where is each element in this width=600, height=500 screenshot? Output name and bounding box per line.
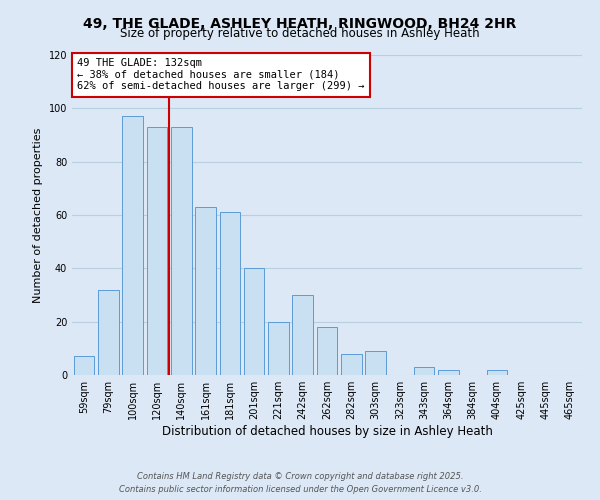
Bar [244, 268, 265, 375]
Text: Size of property relative to detached houses in Ashley Heath: Size of property relative to detached ho… [120, 28, 480, 40]
Bar [220, 212, 240, 375]
Bar [317, 327, 337, 375]
Bar [74, 356, 94, 375]
Bar [122, 116, 143, 375]
Text: Contains HM Land Registry data © Crown copyright and database right 2025.
Contai: Contains HM Land Registry data © Crown c… [119, 472, 481, 494]
Bar [438, 370, 459, 375]
Bar [341, 354, 362, 375]
Bar [414, 367, 434, 375]
Bar [292, 295, 313, 375]
X-axis label: Distribution of detached houses by size in Ashley Heath: Distribution of detached houses by size … [161, 425, 493, 438]
Bar [365, 351, 386, 375]
Bar [146, 127, 167, 375]
Bar [195, 207, 216, 375]
Text: 49, THE GLADE, ASHLEY HEATH, RINGWOOD, BH24 2HR: 49, THE GLADE, ASHLEY HEATH, RINGWOOD, B… [83, 18, 517, 32]
Bar [268, 322, 289, 375]
Bar [98, 290, 119, 375]
Text: 49 THE GLADE: 132sqm
← 38% of detached houses are smaller (184)
62% of semi-deta: 49 THE GLADE: 132sqm ← 38% of detached h… [77, 58, 365, 92]
Y-axis label: Number of detached properties: Number of detached properties [33, 128, 43, 302]
Bar [487, 370, 508, 375]
Bar [171, 127, 191, 375]
